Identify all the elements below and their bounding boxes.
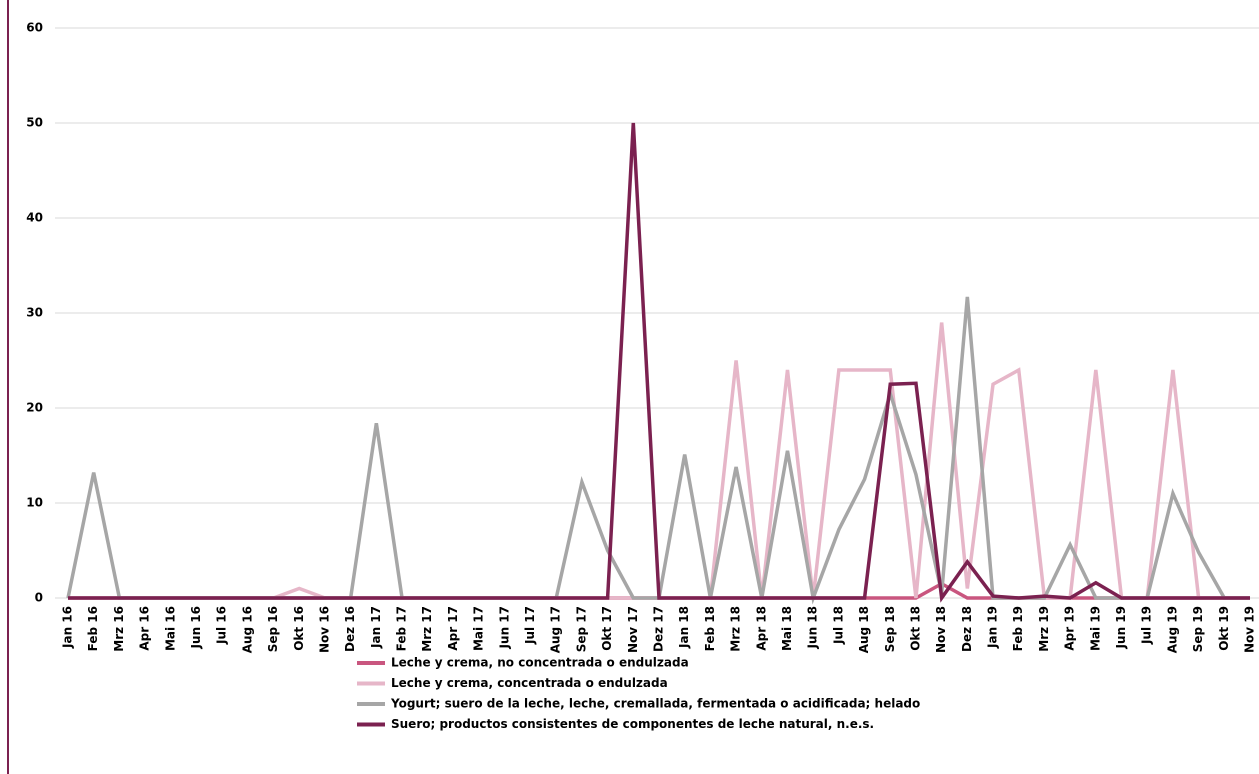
legend-label: Yogurt; suero de la leche, leche, cremal… bbox=[390, 697, 920, 711]
y-tick-label: 60 bbox=[26, 21, 43, 35]
legend-label: Suero; productos consistentes de compone… bbox=[391, 717, 874, 731]
y-tick-label: 40 bbox=[26, 211, 43, 225]
x-tick-label: Dez 18 bbox=[960, 606, 974, 652]
x-tick-label: Nov 18 bbox=[934, 606, 948, 653]
x-tick-label: Nov 16 bbox=[317, 606, 331, 653]
x-tick-label: Mai 16 bbox=[163, 606, 177, 651]
x-tick-label: Mai 17 bbox=[472, 606, 486, 651]
y-tick-label: 20 bbox=[26, 401, 43, 415]
x-tick-label: Jul 18 bbox=[831, 606, 845, 645]
series-line bbox=[68, 322, 1250, 600]
x-tick-label: Dez 17 bbox=[652, 606, 666, 652]
x-tick-label: Mai 18 bbox=[780, 606, 794, 651]
x-tick-label: Aug 17 bbox=[549, 606, 563, 653]
legend-label: Leche y crema, no concentrada o endulzad… bbox=[391, 656, 689, 670]
x-tick-label: Dez 16 bbox=[343, 606, 357, 652]
x-tick-label: Aug 18 bbox=[857, 606, 871, 653]
y-tick-label: 50 bbox=[26, 116, 43, 130]
x-tick-label: Jan 17 bbox=[369, 606, 383, 649]
x-tick-label: Jul 19 bbox=[1140, 606, 1154, 645]
x-tick-label: Jan 18 bbox=[677, 606, 691, 649]
x-tick-label: Mrz 17 bbox=[420, 606, 434, 652]
x-tick-label: Apr 16 bbox=[138, 606, 152, 651]
x-tick-label: Mrz 18 bbox=[729, 606, 743, 652]
y-tick-label: 30 bbox=[26, 306, 43, 320]
x-tick-label: Nov 19 bbox=[1243, 606, 1257, 653]
x-tick-label: Sep 16 bbox=[266, 606, 280, 652]
x-tick-label: Okt 18 bbox=[908, 606, 922, 651]
x-tick-label: Jan 16 bbox=[61, 606, 75, 649]
x-tick-label: Okt 17 bbox=[600, 606, 614, 651]
x-tick-label: Nov 17 bbox=[626, 606, 640, 653]
x-tick-label: Mrz 16 bbox=[112, 606, 126, 652]
x-tick-label: Jun 17 bbox=[497, 606, 511, 649]
x-tick-label: Jun 18 bbox=[806, 606, 820, 649]
x-tick-label: Apr 18 bbox=[754, 606, 768, 651]
x-tick-label: Jan 19 bbox=[986, 606, 1000, 649]
x-tick-label: Feb 17 bbox=[395, 606, 409, 651]
x-tick-label: Mai 19 bbox=[1088, 606, 1102, 651]
x-tick-label: Feb 16 bbox=[86, 606, 100, 651]
x-tick-label: Okt 16 bbox=[292, 606, 306, 651]
x-tick-label: Aug 16 bbox=[240, 606, 254, 653]
x-tick-label: Jul 16 bbox=[215, 606, 229, 645]
x-tick-label: Jun 16 bbox=[189, 606, 203, 649]
x-tick-label: Jul 17 bbox=[523, 606, 537, 645]
x-tick-label: Sep 18 bbox=[883, 606, 897, 652]
x-tick-label: Apr 17 bbox=[446, 606, 460, 651]
x-tick-label: Sep 17 bbox=[574, 606, 588, 652]
x-tick-label: Mrz 19 bbox=[1037, 606, 1051, 652]
y-tick-label: 10 bbox=[26, 496, 43, 510]
series-line bbox=[68, 122, 1250, 603]
series-line bbox=[66, 296, 1250, 605]
x-tick-label: Okt 19 bbox=[1217, 606, 1231, 651]
x-tick-label: Feb 18 bbox=[703, 606, 717, 651]
x-tick-label: Feb 19 bbox=[1011, 606, 1025, 651]
x-tick-label: Apr 19 bbox=[1063, 606, 1077, 651]
x-tick-label: Jun 19 bbox=[1114, 606, 1128, 649]
x-tick-label: Aug 19 bbox=[1165, 606, 1179, 653]
x-tick-label: Sep 19 bbox=[1191, 606, 1205, 652]
y-tick-label: 0 bbox=[35, 591, 43, 605]
legend-label: Leche y crema, concentrada o endulzada bbox=[391, 676, 668, 690]
